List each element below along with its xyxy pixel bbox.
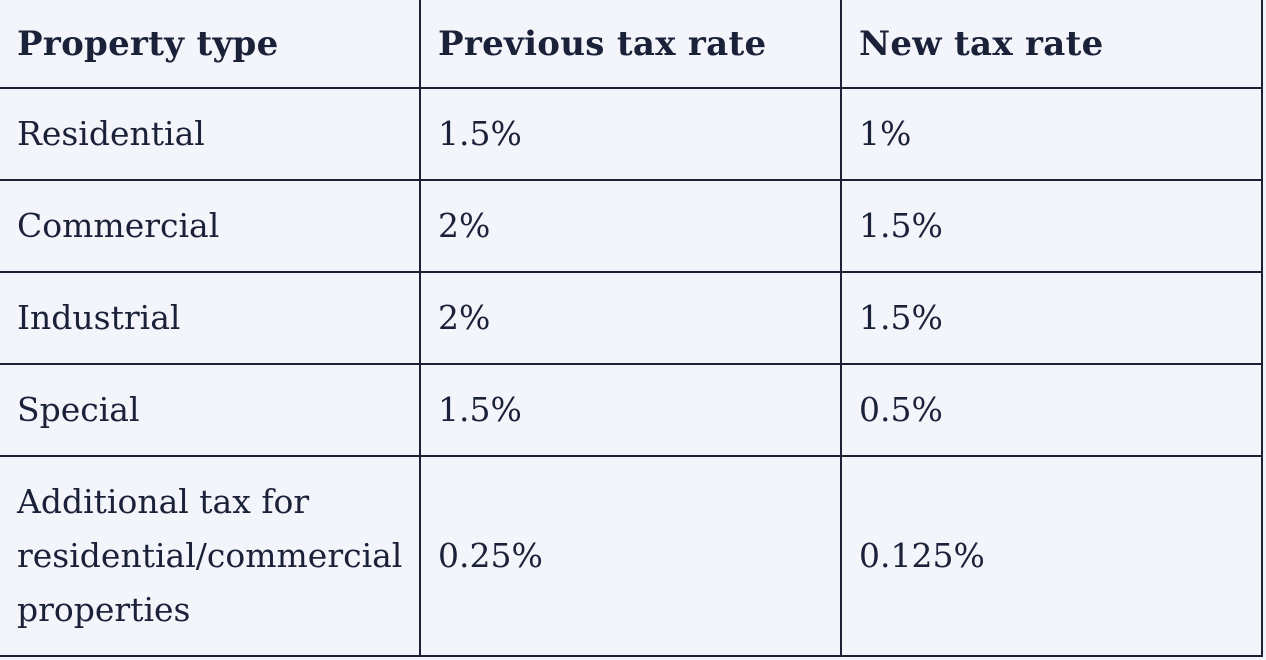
cell-previous-rate: 1.5% [419,87,842,181]
cell-property-type: Additional tax for residential/commercia… [0,455,421,657]
cell-new-rate: 0.125% [840,455,1263,657]
cell-previous-rate: 2% [419,179,842,273]
cell-previous-rate: 0.25% [419,455,842,657]
cell-new-rate: 1.5% [840,271,1263,365]
header-property-type: Property type [0,0,421,89]
cell-property-type: Residential [0,87,421,181]
table-row: Commercial 2% 1.5% [0,179,1263,273]
table-row: Additional tax for residential/commercia… [0,455,1263,657]
table-row: Industrial 2% 1.5% [0,271,1263,365]
cell-previous-rate: 2% [419,271,842,365]
table-row: Residential 1.5% 1% [0,87,1263,181]
cell-new-rate: 1.5% [840,179,1263,273]
table-row: Special 1.5% 0.5% [0,363,1263,457]
header-new-tax-rate: New tax rate [840,0,1263,89]
cell-new-rate: 1% [840,87,1263,181]
cell-property-type: Industrial [0,271,421,365]
table-header-row: Property type Previous tax rate New tax … [0,0,1263,89]
cell-property-type: Special [0,363,421,457]
header-previous-tax-rate: Previous tax rate [419,0,842,89]
cell-previous-rate: 1.5% [419,363,842,457]
cell-new-rate: 0.5% [840,363,1263,457]
cell-property-type: Commercial [0,179,421,273]
